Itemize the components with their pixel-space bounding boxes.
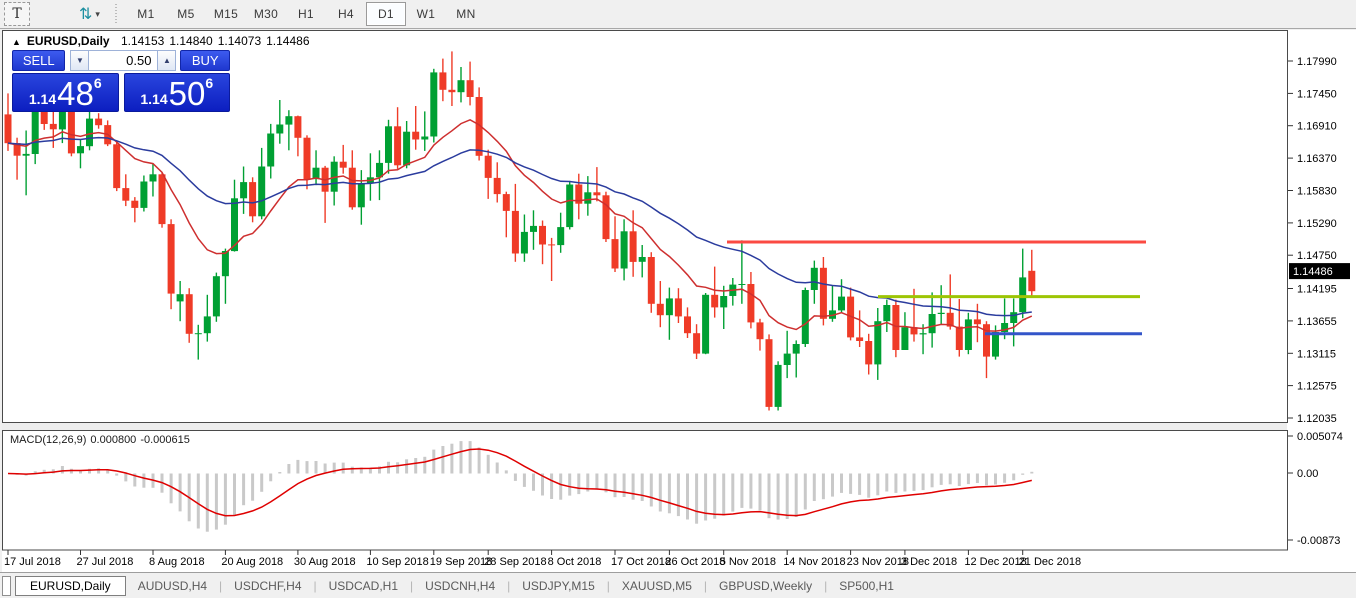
sell-price-pipette: 6 [93,75,102,91]
open-value: 1.14153 [120,34,165,48]
chart-tab-gbpusd[interactable]: GBPUSD,Weekly [719,578,813,593]
time-axis-label: 17 Jul 2018 [4,556,61,568]
chevron-down-icon: ▾ [95,8,100,19]
timeframe-button-h4[interactable]: H4 [337,7,354,21]
chart-tab-audusd[interactable]: AUDUSD,H4 [137,578,208,593]
chart-tab-eurusd[interactable]: EURUSD,Daily [15,575,126,596]
tab-scroll-notch[interactable] [2,575,11,596]
timeframe-button-m30[interactable]: M30 [253,7,279,21]
symbol-period-label: EURUSD,Daily [26,34,110,48]
tab-separator: | [507,578,511,593]
price-axis-label: 1.16370 [1297,153,1337,165]
buy-price-panel[interactable]: 1.14 50 6 [123,73,230,112]
tab-separator: | [703,578,708,593]
macd-indicator-label: MACD(12,26,9) 0.000800 -0.000615 [10,434,190,446]
macd-axis-label: -0.00873 [1297,535,1340,547]
text-tool-button[interactable]: T [4,2,30,26]
price-axis-label: 1.14195 [1297,284,1337,296]
sell-price-big: 48 [57,75,94,112]
time-axis-label: 12 Dec 2018 [964,556,1026,568]
time-axis-label: 14 Nov 2018 [783,556,845,568]
crosshair-icon: ⇅ [79,6,93,23]
svg-text:1.14486: 1.14486 [1293,266,1333,278]
time-axis-label: 10 Sep 2018 [366,556,428,568]
chart-tab-sp500[interactable]: SP500,H1 [839,578,894,593]
toolbar-grip[interactable] [112,4,120,24]
time-axis-label: 23 Nov 2018 [847,556,909,568]
timeframe-button-d1[interactable]: D1 [365,2,406,26]
price-axis-label: 1.17450 [1297,88,1337,100]
time-axis-label: 5 Nov 2018 [720,556,776,568]
timeframe-button-m1[interactable]: M1 [137,7,155,21]
chart-tab-xauusd[interactable]: XAUUSD,M5 [621,578,692,593]
timeframe-button-group: M1 M5 M15 M30 H1 H4 D1 W1 MN [126,2,486,26]
one-click-trading-panel: SELL ▼ ▲ BUY 1.14 48 6 1.14 50 6 [12,50,230,112]
macd-name: MACD(12,26,9) [10,434,87,446]
time-axis-label: 20 Aug 2018 [221,556,283,568]
time-axis-label: 17 Oct 2018 [611,556,671,568]
sell-price-prefix: 1.14 [28,91,57,107]
volume-stepper: ▼ ▲ [70,50,177,71]
sell-price-panel[interactable]: 1.14 48 6 [12,73,119,112]
timeframe-button-h1[interactable]: H1 [297,7,314,21]
tab-separator: | [410,578,414,593]
high-value: 1.14840 [169,34,213,48]
tab-separator: | [313,578,317,593]
price-axis-label: 1.13655 [1297,316,1337,328]
time-axis-label: 8 Aug 2018 [149,556,205,568]
timeframe-button-m15[interactable]: M15 [213,7,239,21]
time-axis-label: 8 Oct 2018 [548,556,602,568]
time-axis-label: 27 Jul 2018 [77,556,134,568]
time-axis-label: 28 Sep 2018 [484,556,546,568]
price-chart-canvas[interactable]: 1.17990 1.17450 1.16910 1.16370 1.15830 1.152… [0,0,1356,573]
time-axis-label: 30 Aug 2018 [294,556,356,568]
volume-input[interactable] [89,50,158,71]
price-axis-label: 1.13115 [1297,348,1336,360]
macd-axis-label: 0.00 [1297,468,1318,480]
buy-price-pipette: 6 [205,75,214,91]
price-axis-label: 1.17990 [1297,56,1337,68]
chart-title: ▲ EURUSD,Daily 1.14153 1.14840 1.14073 1.144… [12,34,315,48]
time-axis-label: 3 Dec 2018 [901,556,957,568]
macd-signal-value: -0.000615 [140,434,190,446]
volume-decrease-button[interactable]: ▼ [70,50,90,71]
macd-main-value: 0.000800 [90,434,137,446]
tab-list: EURUSD,Daily AUDUSD,H4 | USDCHF,H4 | USDCAD,H… [11,575,906,596]
volume-increase-button[interactable]: ▲ [157,50,177,71]
buy-price-prefix: 1.14 [140,91,168,107]
time-axis-label: 19 Sep 2018 [430,556,492,568]
time-axis-label: 26 Oct 2018 [665,556,725,568]
chart-tab-usdchf[interactable]: USDCHF,H4 [234,578,302,593]
cursor-mode-button[interactable]: ⇅ ▾ [76,2,103,26]
collapse-triangle-icon[interactable]: ▲ [12,37,21,47]
chart-tab-usdjpy[interactable]: USDJPY,M15 [522,578,595,593]
price-axis-label: 1.16910 [1297,121,1337,133]
timeframe-button-w1[interactable]: W1 [416,7,436,21]
tab-separator: | [824,578,828,593]
macd-axis-label: 0.005074 [1297,431,1343,443]
low-value: 1.14073 [217,34,262,48]
tab-separator: | [219,578,223,593]
buy-button[interactable]: BUY [180,50,230,71]
tab-separator: | [606,578,610,593]
sell-button[interactable]: SELL [12,50,66,71]
ohlc-readout: 1.14153 1.14840 1.14073 1.14486 [121,34,315,48]
chart-tab-usdcad[interactable]: USDCAD,H1 [328,578,398,593]
chart-tab-bar: EURUSD,Daily AUDUSD,H4 | USDCHF,H4 | USDCAD,H… [0,572,1356,598]
toolbar: T ⇅ ▾ M1 M5 M15 M30 H1 H4 D1 W1 MN [0,0,1356,29]
chart-tab-usdcnh[interactable]: USDCNH,H4 [425,578,496,593]
time-axis-label: 21 Dec 2018 [1019,556,1081,568]
price-axis-label: 1.14750 [1297,250,1337,262]
price-axis-label: 1.15830 [1297,186,1337,198]
current-price-tag [1289,263,1350,280]
timeframe-button-mn[interactable]: MN [456,7,476,21]
price-axis-label: 1.12575 [1297,381,1337,393]
close-value: 1.14486 [266,34,310,48]
timeframe-button-m5[interactable]: M5 [177,7,195,21]
price-axis-label: 1.12035 [1297,413,1337,425]
buy-price-big: 50 [168,75,206,112]
price-axis-label: 1.15290 [1297,218,1337,230]
